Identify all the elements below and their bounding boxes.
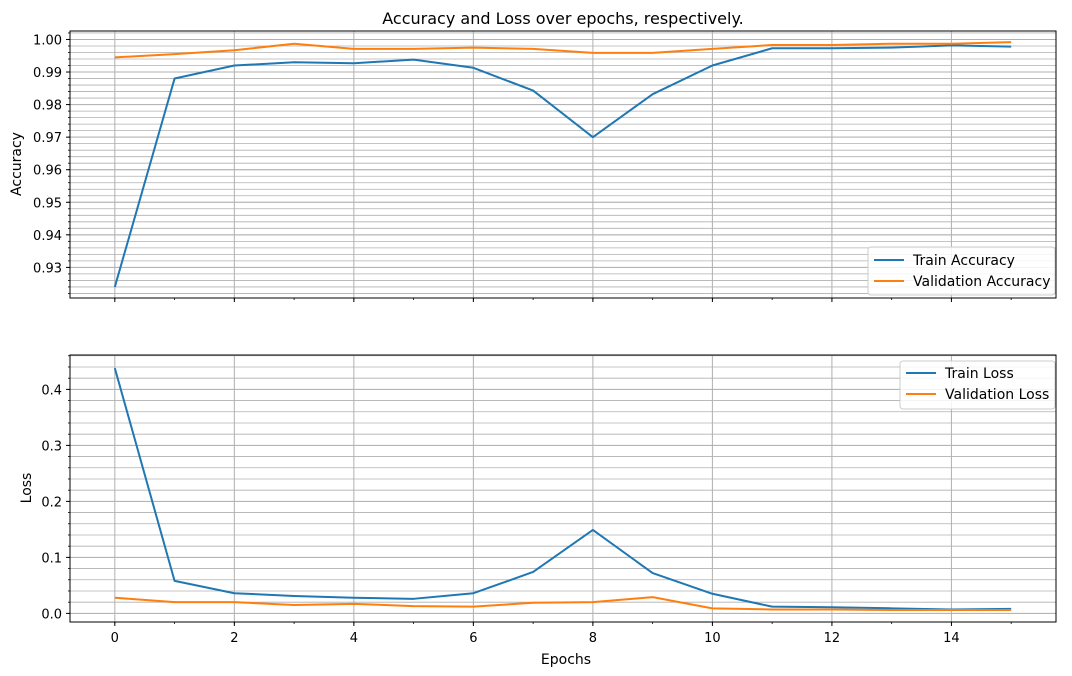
y-tick-label: 0.97 (33, 131, 62, 146)
loss-legend-box (899, 360, 1056, 410)
y-tick-label: 0.99 (33, 66, 62, 81)
y-tick-label: 0.98 (33, 99, 62, 114)
accuracy-grid (70, 31, 1056, 298)
y-tick-label: 0.96 (33, 164, 62, 179)
y-tick-label: 0.1 (41, 551, 62, 566)
legend-label-train-accuracy: Train Accuracy (912, 253, 1015, 269)
x-tick-label: 14 (943, 631, 960, 646)
y-tick-label: 0.0 (41, 607, 62, 622)
accuracy-axes-frame (69, 30, 1057, 299)
x-tick-label: 12 (824, 631, 841, 646)
accuracy-lines (113, 41, 1012, 288)
x-tick-label: 10 (704, 631, 721, 646)
loss-lines (113, 367, 1012, 612)
y-tick-label: 0.95 (33, 196, 62, 211)
loss-legend: Train Loss Validation Loss (899, 360, 1056, 410)
x-tick-label: 4 (350, 631, 358, 646)
y-tick-label: 0.2 (41, 495, 62, 510)
x-tick-label: 2 (230, 631, 238, 646)
x-tick-label: 0 (111, 631, 119, 646)
accuracy-legend: Train Accuracy Validation Accuracy (867, 246, 1056, 296)
y-tick-label: 0.4 (41, 383, 62, 398)
loss-y-axis-label: Loss (19, 473, 35, 504)
y-tick-label: 0.94 (33, 229, 62, 244)
loss-chart: 0 2 4 6 8 10 12 14 0.0 0.1 0.2 0.3 0.4 Loss Epochs T… (19, 354, 1057, 668)
y-tick-label: 1.00 (33, 33, 62, 48)
loss-ticks: 0 2 4 6 8 10 12 14 0.0 0.1 0.2 0.3 0.4 (41, 355, 1012, 646)
legend-label-validation-loss: Validation Loss (945, 387, 1049, 403)
legend-label-validation-accuracy: Validation Accuracy (913, 274, 1051, 290)
series-line-train-accuracy (113, 44, 1012, 288)
loss-axes-frame (69, 354, 1057, 623)
y-tick-label: 0.3 (41, 439, 62, 454)
series-line-validation-accuracy (114, 41, 1012, 59)
legend-label-train-loss: Train Loss (944, 366, 1014, 382)
y-tick-label: 0.93 (33, 261, 62, 276)
series-line-train-loss (113, 367, 1012, 611)
series-line-validation-loss (114, 596, 1012, 612)
x-tick-label: 8 (589, 631, 597, 646)
loss-x-axis-label: Epochs (541, 652, 591, 668)
accuracy-chart: Accuracy and Loss over epochs, respectiv… (9, 9, 1057, 302)
accuracy-ticks: 0.93 0.94 0.95 0.96 0.97 0.98 0.99 1.00 (33, 32, 1012, 302)
accuracy-y-axis-label: Accuracy (9, 132, 25, 196)
accuracy-legend-box (867, 246, 1056, 296)
chart-title: Accuracy and Loss over epochs, respectiv… (382, 9, 743, 28)
x-tick-label: 6 (469, 631, 477, 646)
